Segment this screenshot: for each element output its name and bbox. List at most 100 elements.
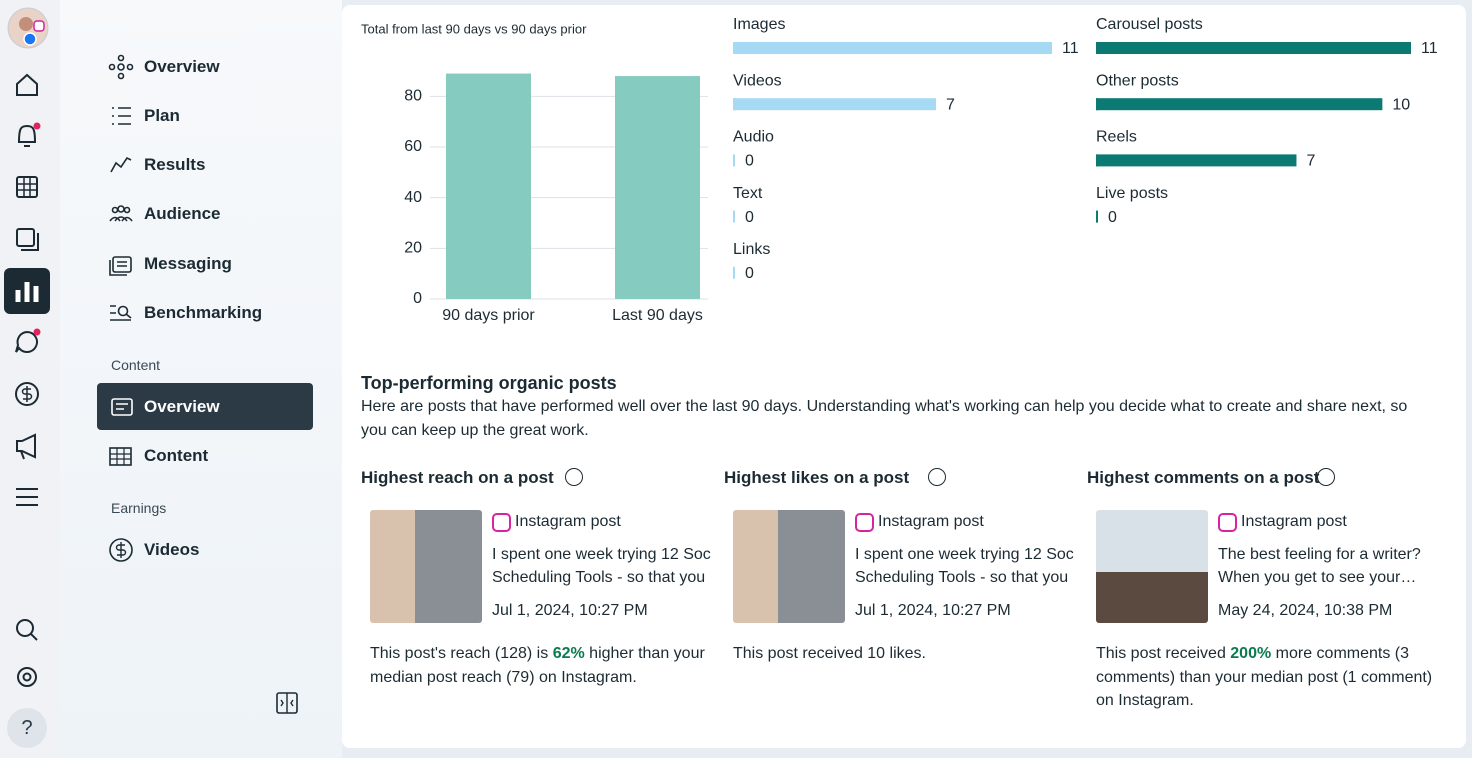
messaging-icon xyxy=(109,260,127,276)
notification-dot xyxy=(33,328,41,336)
value-label: 7 xyxy=(946,96,955,113)
instagram-icon xyxy=(855,513,874,532)
info-icon[interactable] xyxy=(927,468,946,486)
bar xyxy=(733,42,1052,54)
info-icon[interactable] xyxy=(564,468,583,486)
post-source: Instagram post xyxy=(878,513,984,530)
instagram-icon xyxy=(1218,513,1237,532)
category-label: Links xyxy=(733,241,770,258)
nav-item[interactable]: Overview xyxy=(144,397,220,416)
nav-item[interactable]: Results xyxy=(144,155,206,174)
category-label: Carousel posts xyxy=(1096,16,1203,33)
value-label: 11 xyxy=(1062,40,1079,57)
search-icon[interactable] xyxy=(16,619,34,637)
home-icon[interactable] xyxy=(16,73,38,96)
post-caption: Scheduling Tools - so that you xyxy=(492,569,706,586)
category-label: Videos xyxy=(733,72,782,89)
category-label: Other posts xyxy=(1096,72,1179,89)
value-label: 0 xyxy=(1108,209,1117,226)
nav-item[interactable]: Content xyxy=(144,446,209,465)
nav-item[interactable]: Overview xyxy=(144,57,220,76)
bar xyxy=(1096,154,1297,167)
section-description: Here are posts that have performed well … xyxy=(361,398,1408,439)
help-button[interactable]: ? xyxy=(7,708,47,748)
dollar-icon[interactable] xyxy=(15,382,39,406)
thumbnail[interactable] xyxy=(370,510,482,623)
category-label: Images xyxy=(733,16,785,33)
search-handle xyxy=(30,633,38,641)
nav-item[interactable]: Messaging xyxy=(144,254,232,273)
bar xyxy=(615,76,700,299)
card-title: Highest comments on a post xyxy=(1087,468,1320,487)
overview-icon xyxy=(108,63,116,71)
highlight: 200% xyxy=(1230,645,1272,662)
nav-panel xyxy=(60,0,342,758)
instagram-badge xyxy=(33,20,45,32)
pages-icon[interactable] xyxy=(16,228,35,247)
summary-text: higher than your median post reach (79) … xyxy=(370,645,705,686)
value-label: 0 xyxy=(745,209,754,226)
plan-icon xyxy=(112,107,131,125)
post-summary: This post's reach (128) is 62% higher th… xyxy=(370,642,722,689)
overview-icon xyxy=(126,63,134,71)
category-label: Reels xyxy=(1096,129,1137,146)
overview-icon xyxy=(117,72,125,80)
nav-item[interactable]: Plan xyxy=(144,106,180,125)
category-label: Live posts xyxy=(1096,185,1168,202)
bar xyxy=(1096,42,1411,54)
post-caption: The best feeling for a writer? xyxy=(1218,546,1421,563)
nav-item[interactable]: Audience xyxy=(144,204,221,223)
chat-icon[interactable] xyxy=(15,330,38,353)
value-label: 11 xyxy=(1421,40,1438,57)
y-tick-label: 20 xyxy=(404,240,422,257)
bar xyxy=(733,98,936,111)
facebook-badge xyxy=(23,32,37,46)
highlight: 62% xyxy=(552,645,585,662)
content-icon xyxy=(110,448,131,465)
bar xyxy=(1096,98,1383,111)
bell-icon[interactable] xyxy=(17,124,37,147)
megaphone-icon[interactable] xyxy=(16,433,36,460)
collapse-icon xyxy=(280,693,294,713)
y-tick-label: 60 xyxy=(404,138,422,155)
table-icon[interactable] xyxy=(16,176,38,198)
category-label: Text xyxy=(733,185,763,202)
content-icon xyxy=(109,447,132,466)
info-icon[interactable] xyxy=(1316,468,1335,486)
nav-item[interactable]: Benchmarking xyxy=(144,303,263,322)
chart-icon[interactable] xyxy=(15,282,39,302)
summary-text: This post received 10 likes. xyxy=(733,645,926,662)
post-caption: I spent one week trying 12 Soc xyxy=(492,546,711,563)
post-date: Jul 1, 2024, 10:27 PM xyxy=(492,602,648,619)
nav-section-label: Earnings xyxy=(111,500,167,516)
post-caption: When you get to see your… xyxy=(1218,569,1417,586)
dollar-sign xyxy=(21,386,33,402)
benchmarking-icon xyxy=(110,305,131,321)
overview-icon xyxy=(117,63,125,71)
notification-dot xyxy=(33,122,41,130)
benchmarking-icon xyxy=(117,305,129,317)
y-tick-label: 80 xyxy=(404,88,422,105)
content-overview-icon xyxy=(116,403,128,410)
videos-icon xyxy=(109,538,133,562)
category-label: Audio xyxy=(733,129,774,146)
bar xyxy=(446,73,531,300)
nav-item[interactable]: Videos xyxy=(144,540,200,559)
settings-icon[interactable] xyxy=(17,667,37,687)
x-tick-label: 90 days prior xyxy=(442,307,535,324)
y-tick-label: 0 xyxy=(413,290,422,307)
post-date: May 24, 2024, 10:38 PM xyxy=(1218,602,1393,619)
post-summary: This post received 10 likes. xyxy=(733,642,1085,666)
nav-icons xyxy=(108,54,298,714)
thumbnail[interactable] xyxy=(1096,510,1208,623)
thumbnail[interactable] xyxy=(733,510,845,623)
results-icon xyxy=(110,156,132,173)
overview-icon xyxy=(117,54,125,62)
summary-text: more comments (3 comments) than your med… xyxy=(1096,645,1433,709)
post-source: Instagram post xyxy=(515,513,621,530)
nav-section-label: Content xyxy=(111,357,161,373)
menu-icon[interactable] xyxy=(16,488,38,506)
post-caption: I spent one week trying 12 Soc xyxy=(855,546,1074,563)
